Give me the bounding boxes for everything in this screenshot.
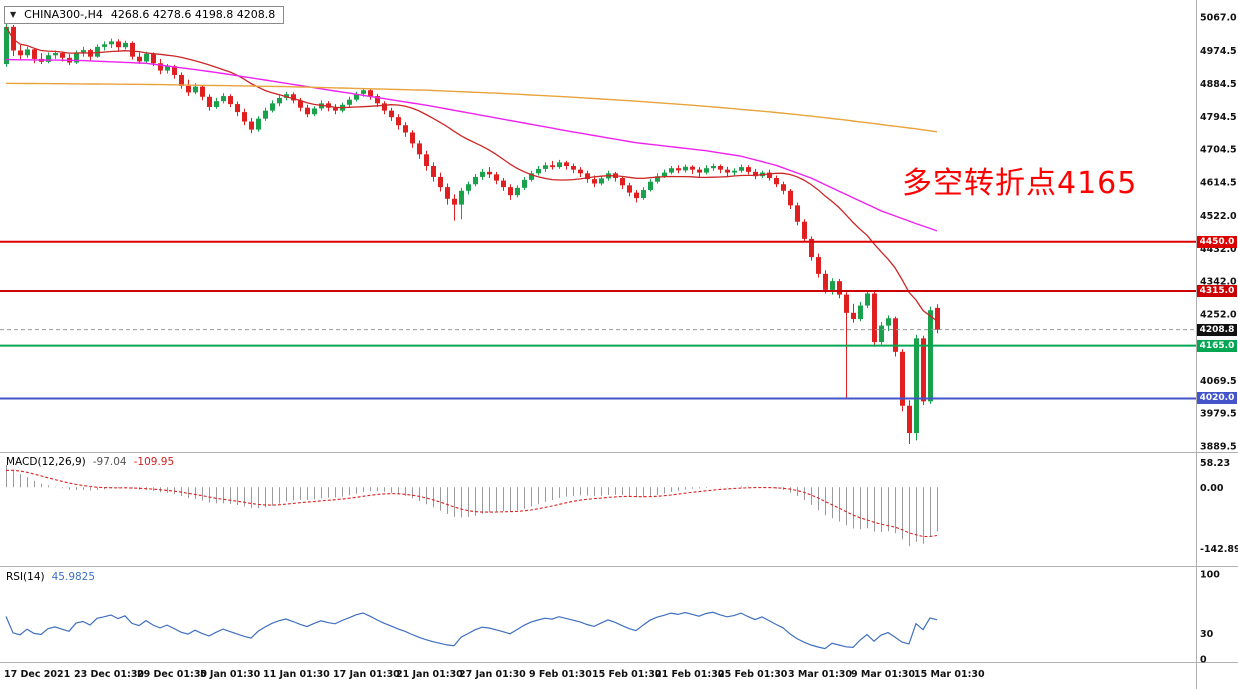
y-axis-tick: 4342.0	[1200, 277, 1237, 288]
rsi-value: 45.9825	[51, 571, 96, 583]
y-axis-tick: 4704.5	[1200, 145, 1237, 156]
macd-signal-value: -109.95	[133, 456, 175, 468]
x-axis-label: 15 Mar 01:30	[914, 669, 985, 680]
x-axis-label: 17 Dec 2021	[4, 669, 70, 680]
x-axis-label: 9 Mar 01:30	[851, 669, 915, 680]
x-axis-label: 17 Jan 01:30	[333, 669, 400, 680]
rsi-axis-tick: 30	[1200, 629, 1214, 640]
y-axis-tick: 4432.0	[1200, 244, 1237, 255]
ma-fast-line	[5, 26, 938, 322]
y-axis-tick: 4252.0	[1200, 309, 1237, 320]
y-axis-tick: 4614.5	[1200, 177, 1237, 188]
ma-medium-magenta-line	[5, 58, 938, 232]
x-axis-label: 25 Feb 01:30	[718, 669, 788, 680]
candles-layer	[4, 18, 940, 444]
y-axis-tick: 4884.5	[1200, 79, 1237, 90]
y-axis-tick: 4522.0	[1200, 211, 1237, 222]
x-axis-label: 29 Dec 01:30	[137, 669, 207, 680]
macd-axis-tick: -142.89	[1200, 544, 1238, 555]
symbol-dropdown-icon[interactable]: ▼	[10, 10, 17, 19]
rsi-axis-tick: 0	[1200, 655, 1207, 666]
rsi-line	[5, 611, 938, 650]
macd-axis-tick: 0.00	[1200, 483, 1224, 494]
annotation-text: 多空转折点4165	[902, 166, 1138, 201]
x-axis-label: 23 Dec 01:30	[74, 669, 144, 680]
macd-signal-line	[5, 469, 938, 538]
chart-title[interactable]: ▼ CHINA300-,H4 4268.6 4278.6 4198.8 4208…	[4, 6, 285, 24]
y-axis-tick: 4069.5	[1200, 376, 1237, 387]
ma-slow-orange-line	[5, 82, 938, 133]
x-axis-label: 21 Jan 01:30	[396, 669, 463, 680]
macd-main-value: -97.04	[92, 456, 127, 468]
rsi-indicator-label: RSI(14) 45.9825	[6, 571, 95, 583]
moving-averages	[5, 26, 938, 322]
x-axis-label: 27 Jan 01:30	[459, 669, 526, 680]
y-axis-tick: 4794.5	[1200, 112, 1237, 123]
x-axis-label: 15 Feb 01:30	[592, 669, 662, 680]
rsi-panel: 100 30 0	[5, 570, 1220, 666]
ohlc-values: 4268.6 4278.6 4198.8 4208.8	[110, 8, 276, 21]
main-y-axis[interactable]: 5067.0 4974.5 4884.5 4794.5 4704.5 4614.5 4522…	[1200, 13, 1237, 453]
y-axis-tick: 3979.5	[1200, 409, 1237, 420]
horizontal-level-lines	[0, 240, 1196, 400]
x-axis-label: 5 Jan 01:30	[200, 669, 261, 680]
x-axis-label: 3 Mar 01:30	[788, 669, 852, 680]
macd-name: MACD(12,26,9)	[6, 456, 86, 468]
macd-axis-tick: 58.23	[1200, 458, 1230, 469]
y-axis-tick: 3889.5	[1200, 441, 1237, 452]
macd-indicator-label: MACD(12,26,9) -97.04 -109.95	[6, 456, 174, 468]
x-axis-label: 9 Feb 01:30	[529, 669, 592, 680]
y-axis-tick: 5067.0	[1200, 13, 1237, 24]
macd-panel: 58.23 0.00 -142.89	[5, 458, 1238, 555]
y-axis-tick: 4974.5	[1200, 46, 1237, 57]
x-axis-label: 21 Feb 01:30	[655, 669, 725, 680]
symbol-label: CHINA300-,H4	[24, 8, 103, 21]
x-axis-label: 11 Jan 01:30	[263, 669, 330, 680]
rsi-axis-tick: 100	[1200, 570, 1220, 581]
rsi-name: RSI(14)	[6, 571, 45, 583]
